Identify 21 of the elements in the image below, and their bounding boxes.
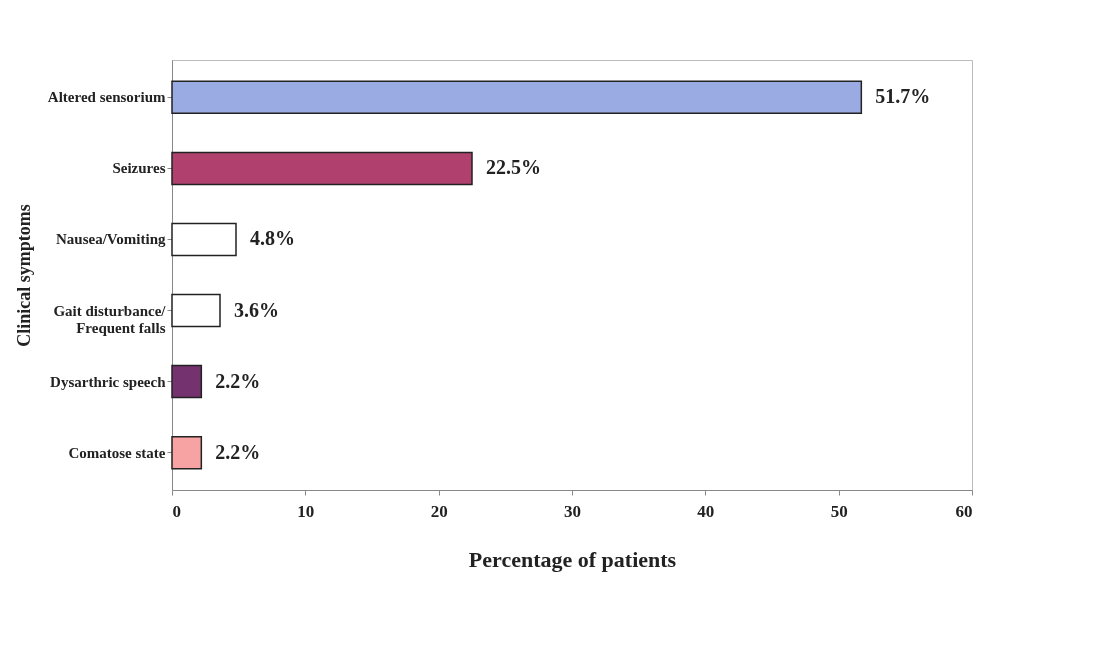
- y-axis-title: Clinical symptoms: [13, 204, 34, 347]
- data-label: 4.8%: [250, 227, 295, 250]
- y-tick-label: Seizures: [112, 160, 166, 177]
- x-tick-label: 20: [430, 501, 448, 521]
- x-tick-label: 50: [830, 501, 848, 521]
- x-tick-label: 0: [172, 501, 181, 521]
- x-tick-label: 30: [564, 501, 581, 521]
- data-label: 22.5%: [486, 156, 541, 179]
- y-tick-label: Comatose state: [68, 444, 166, 461]
- x-tick-label: 10: [297, 501, 315, 521]
- x-tick-label: 40: [697, 501, 715, 521]
- y-tick-label: Nausea/Vomiting: [56, 231, 166, 248]
- data-label: 2.2%: [215, 440, 261, 463]
- x-tick-label: 60: [955, 501, 973, 521]
- y-tick-label: Gait disturbance/ Frequent falls: [53, 302, 167, 336]
- data-label: 3.6%: [234, 298, 279, 321]
- y-tick-label: Altered sensorium: [47, 89, 166, 106]
- y-tick-label: Dysarthric speech: [50, 373, 167, 390]
- data-label: 2.2%: [215, 369, 261, 392]
- data-label: 51.7%: [875, 85, 931, 108]
- x-axis-title: Percentage of patients: [468, 546, 677, 572]
